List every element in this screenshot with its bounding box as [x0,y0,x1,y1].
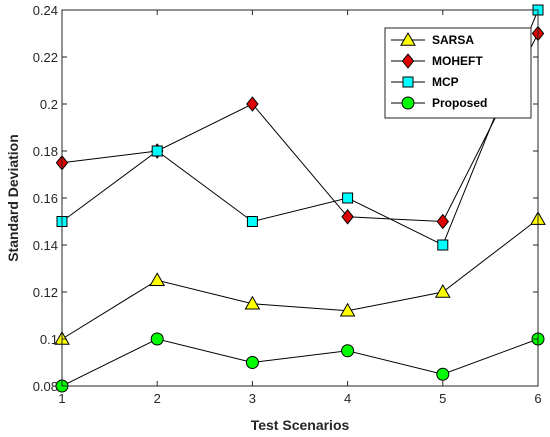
series-proposed [55,332,545,393]
data-point-mcp-4 [342,192,354,204]
x-tick-label: 2 [154,391,161,406]
series-line-mcp [61,9,539,246]
legend-label-mcp: MCP [432,75,459,89]
data-point-proposed-3 [245,356,259,369]
legend-entry-proposed: Proposed [391,96,487,110]
x-tick-label: 1 [58,391,65,406]
x-tick-label: 4 [344,391,351,406]
x-axis-label: Test Scenarios [251,417,350,433]
y-tick-label: 0.2 [40,97,58,112]
data-point-moheft-3 [246,96,259,112]
legend-marker-proposed [401,96,415,110]
series-line-moheft [61,33,539,223]
data-point-proposed-5 [436,367,450,381]
legend-entry-moheft: MOHEFT [391,53,483,69]
series-sarsa [54,211,546,345]
legend-entry-sarsa: SARSA [391,31,474,47]
y-tick-label: 0.18 [33,144,58,159]
legend-label-sarsa: SARSA [432,33,474,47]
y-tick-label: 0.1 [40,332,58,347]
ticks-layer: 1 2 3 4 5 6 0.08 0.1 0.12 0.14 0.16 0.18 0.2 0.22 0.24 [33,3,542,406]
y-tick-label: 0.12 [33,285,58,300]
x-tick-label: 5 [439,391,446,406]
data-point-sarsa-2 [149,272,166,286]
y-tick-label: 0.16 [33,191,58,206]
legend-label-moheft: MOHEFT [432,54,483,68]
x-tick-label: 6 [534,391,541,406]
data-point-mcp-2 [151,145,163,157]
data-point-proposed-4 [341,344,355,358]
data-point-sarsa-4 [339,302,356,317]
series-line-proposed [61,338,539,387]
y-axis-label: Standard Deviation [5,134,21,262]
legend-entry-mcp: MCP [391,75,459,89]
legend-label-proposed: Proposed [432,96,487,110]
y-tick-label: 0.08 [33,379,58,394]
legend: SARSA MOHEFT MCP Proposed [384,27,532,119]
data-point-sarsa-3 [244,295,261,310]
x-tick-label: 3 [249,391,256,406]
legend-marker-sarsa [400,31,416,46]
data-point-mcp-3 [246,216,258,227]
data-point-moheft-4 [341,208,354,225]
data-point-mcp-5 [437,239,449,251]
data-point-sarsa-5 [434,283,451,298]
legend-marker-mcp [402,76,414,88]
series-line-sarsa [61,218,539,340]
y-tick-label: 0.14 [33,238,58,253]
legend-marker-moheft [401,53,415,69]
data-point-proposed-2 [150,332,164,346]
data-point-moheft-5 [436,213,450,230]
y-tick-label: 0.22 [33,50,58,65]
y-tick-label: 0.24 [33,3,58,18]
